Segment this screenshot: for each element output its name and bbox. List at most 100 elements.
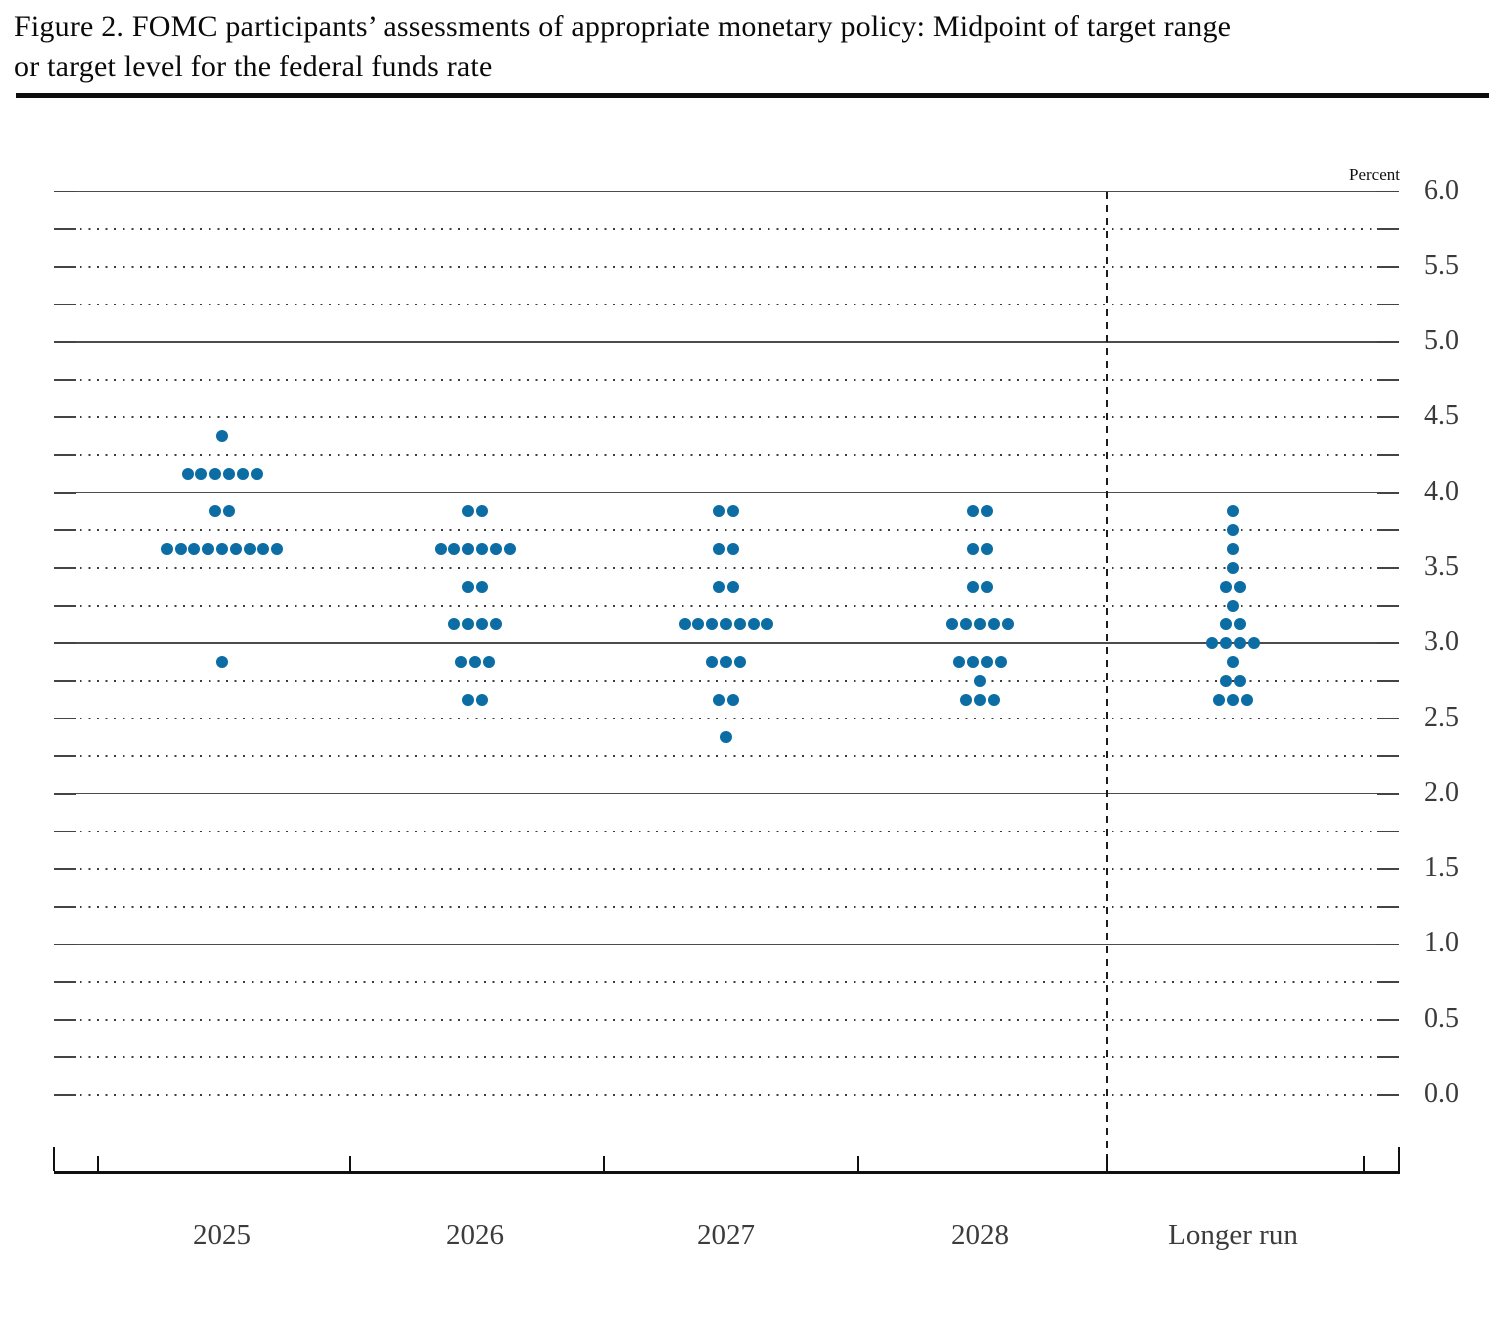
dot-2028-3.375 xyxy=(967,580,980,593)
dot-longer-run-2.625 xyxy=(1227,693,1239,706)
gridline-3.25 xyxy=(54,604,1399,607)
dot-2025-3.625 xyxy=(188,543,201,556)
dot-2026-2.875 xyxy=(469,656,481,669)
dot-2025-4.125 xyxy=(195,467,208,480)
gridline-5.25 xyxy=(54,303,1399,306)
dot-2028-3.125 xyxy=(1001,618,1014,631)
dot-longer-run-3.5 xyxy=(1227,561,1239,574)
dot-2027-3.125 xyxy=(692,618,705,631)
gridline-left-tick-0.50 xyxy=(54,1018,76,1021)
gridline-0.75 xyxy=(54,981,1399,983)
gridline-left-tick-2.00 xyxy=(54,792,76,795)
dot-2026-3.625 xyxy=(448,543,461,556)
dot-2026-3.875 xyxy=(462,505,475,518)
dot-2026-3.125 xyxy=(475,618,488,631)
dot-longer-run-3.625 xyxy=(1227,543,1239,556)
dot-longer-run-3.375 xyxy=(1233,580,1246,593)
dot-2028-3.875 xyxy=(980,505,993,518)
dot-longer-run-3.875 xyxy=(1227,505,1239,518)
dot-2025-3.625 xyxy=(257,543,270,556)
gridline-left-tick-2.50 xyxy=(54,717,76,720)
gridline-right-tick-5.75 xyxy=(1377,228,1399,231)
gridline-right-tick-1.25 xyxy=(1377,905,1399,908)
gridline-right-tick-4.25 xyxy=(1377,454,1399,456)
gridline-left-tick-5.25 xyxy=(54,303,76,306)
dot-2025-4.125 xyxy=(181,467,194,480)
dot-2027-2.625 xyxy=(713,693,726,706)
category-label-longer-run: Longer run xyxy=(1168,1219,1298,1251)
gridline-left-tick-6.00 xyxy=(54,190,76,193)
dot-2025-3.625 xyxy=(229,543,242,556)
gridline-2.50 xyxy=(54,717,1399,720)
gridline-left-tick-1.50 xyxy=(54,868,76,871)
dot-2028-2.875 xyxy=(994,656,1007,669)
dot-2027-3.125 xyxy=(678,618,691,631)
dot-2026-3.625 xyxy=(434,543,447,556)
y-axis-label-5.5: 5.5 xyxy=(1424,249,1459,281)
gridline-right-tick-0.25 xyxy=(1377,1056,1399,1059)
dot-longer-run-3 xyxy=(1220,637,1233,650)
y-axis-label-3.5: 3.5 xyxy=(1424,550,1459,582)
dot-2028-2.875 xyxy=(967,656,980,669)
gridline-right-tick-2.50 xyxy=(1377,717,1399,720)
dot-longer-run-2.75 xyxy=(1233,674,1246,687)
gridline-right-tick-1.50 xyxy=(1377,868,1399,871)
x-axis-tick-4 xyxy=(856,1156,859,1171)
gridline-left-tick-4.50 xyxy=(54,416,76,419)
gridline-left-tick-4.25 xyxy=(54,454,76,456)
gridline-left-tick-1.25 xyxy=(54,905,76,908)
category-label-2026: 2026 xyxy=(446,1219,504,1251)
dot-2026-3.125 xyxy=(489,618,502,631)
dot-longer-run-2.625 xyxy=(1213,693,1226,706)
dot-2026-2.625 xyxy=(462,693,475,706)
gridline-left-tick-0.75 xyxy=(54,981,76,983)
dot-2028-3.125 xyxy=(974,618,986,631)
dot-2028-3.875 xyxy=(967,505,980,518)
x-axis-tick-6 xyxy=(1362,1156,1365,1171)
gridline-5.00 xyxy=(54,341,1399,343)
gridline-4.50 xyxy=(54,416,1399,419)
y-axis-label-3.0: 3.0 xyxy=(1424,626,1459,658)
dot-longer-run-3 xyxy=(1233,637,1246,650)
gridline-right-tick-3.00 xyxy=(1377,642,1399,645)
dot-2027-3.875 xyxy=(713,505,726,518)
gridline-4.00 xyxy=(54,491,1399,494)
gridline-right-tick-1.75 xyxy=(1377,830,1399,833)
y-axis-label-2.0: 2.0 xyxy=(1424,776,1459,808)
dot-2027-3.625 xyxy=(713,543,726,556)
x-axis-tick-3 xyxy=(602,1156,605,1171)
gridline-left-tick-0.25 xyxy=(54,1056,76,1059)
gridline-1.50 xyxy=(54,868,1399,871)
dot-2026-3.625 xyxy=(462,543,475,556)
dot-2028-2.875 xyxy=(953,656,966,669)
category-label-2025: 2025 xyxy=(193,1219,251,1251)
dot-2028-2.625 xyxy=(960,693,973,706)
y-axis-label-0.5: 0.5 xyxy=(1424,1002,1459,1034)
dot-2028-3.625 xyxy=(980,543,993,556)
dot-longer-run-2.75 xyxy=(1220,674,1233,687)
category-label-2027: 2027 xyxy=(697,1219,755,1251)
gridline-left-tick-0.00 xyxy=(54,1094,76,1096)
gridline-3.75 xyxy=(54,529,1399,532)
gridline-right-tick-3.75 xyxy=(1377,529,1399,532)
dot-longer-run-3 xyxy=(1247,637,1260,650)
dot-2028-2.625 xyxy=(987,693,1000,706)
dot-2026-3.375 xyxy=(475,580,488,593)
dot-longer-run-3.375 xyxy=(1220,580,1233,593)
x-axis-line xyxy=(54,1171,1400,1174)
gridline-right-tick-4.00 xyxy=(1377,491,1399,494)
gridline-0.00 xyxy=(54,1094,1399,1096)
dot-2027-2.875 xyxy=(720,656,732,669)
gridline-right-tick-2.00 xyxy=(1377,792,1399,795)
gridline-left-tick-3.00 xyxy=(54,642,76,645)
gridline-2.75 xyxy=(54,679,1399,682)
gridline-right-tick-5.50 xyxy=(1377,265,1399,268)
gridline-right-tick-1.00 xyxy=(1377,943,1399,946)
dot-2025-3.625 xyxy=(271,543,284,556)
gridline-right-tick-5.00 xyxy=(1377,341,1399,343)
y-axis-label-0.0: 0.0 xyxy=(1424,1078,1459,1109)
dot-2025-3.625 xyxy=(216,543,228,556)
dot-2025-3.625 xyxy=(160,543,173,556)
dot-2027-2.375 xyxy=(720,731,732,744)
